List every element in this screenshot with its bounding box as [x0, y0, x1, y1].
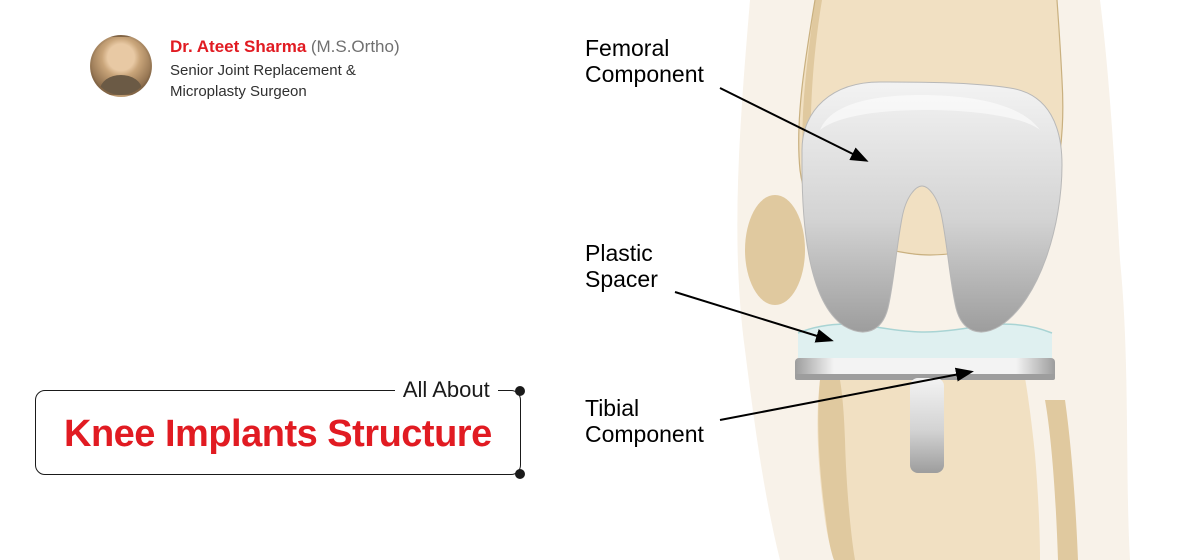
label-femoral-l1: Femoral — [585, 35, 704, 61]
page-root: Dr. Ateet Sharma (M.S.Ortho) Senior Join… — [0, 0, 1180, 560]
title-main: Knee Implants Structure — [64, 413, 492, 456]
label-femoral-l2: Component — [585, 61, 704, 87]
label-tibial-l2: Component — [585, 421, 704, 447]
author-role-line2: Microplasty Surgeon — [170, 81, 400, 103]
knee-diagram: Femoral Component Plastic Spacer Tibial … — [570, 0, 1160, 560]
patella — [745, 195, 805, 305]
label-femoral: Femoral Component — [585, 35, 704, 88]
author-avatar — [90, 35, 152, 97]
title-block: All About Knee Implants Structure — [35, 390, 521, 475]
author-name-line: Dr. Ateet Sharma (M.S.Ortho) — [170, 35, 400, 60]
label-spacer-l2: Spacer — [585, 266, 658, 292]
label-tibial: Tibial Component — [585, 395, 704, 448]
title-frame: All About Knee Implants Structure — [35, 390, 521, 475]
label-tibial-l1: Tibial — [585, 395, 704, 421]
title-kicker: All About — [395, 377, 498, 403]
author-role-line1: Senior Joint Replacement & — [170, 60, 400, 82]
tibial-stem — [910, 378, 944, 473]
label-spacer-l1: Plastic — [585, 240, 658, 266]
author-name: Dr. Ateet Sharma — [170, 37, 306, 56]
label-spacer: Plastic Spacer — [585, 240, 658, 293]
author-block: Dr. Ateet Sharma (M.S.Ortho) Senior Join… — [90, 35, 400, 103]
author-text: Dr. Ateet Sharma (M.S.Ortho) Senior Join… — [170, 35, 400, 103]
author-qualification: (M.S.Ortho) — [311, 37, 400, 56]
